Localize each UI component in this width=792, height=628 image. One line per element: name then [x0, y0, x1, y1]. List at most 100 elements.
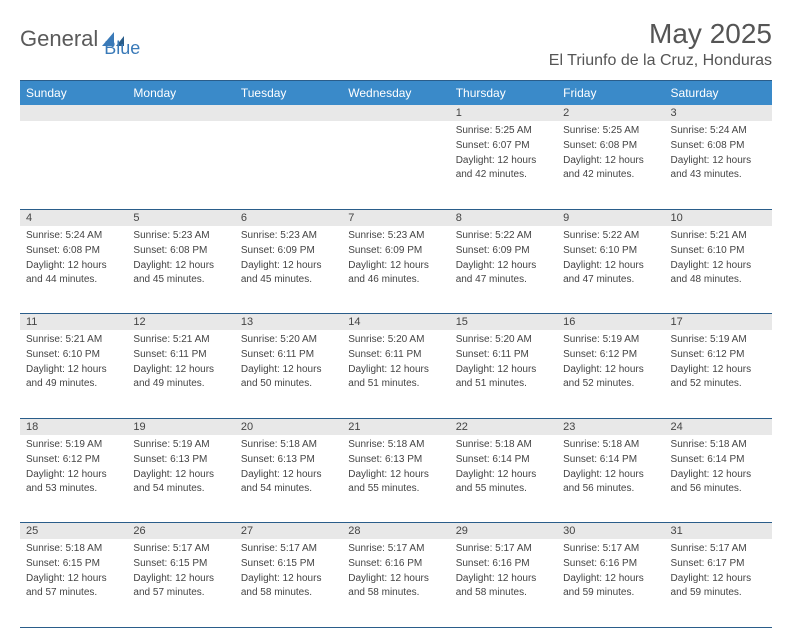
daylight-line: Daylight: 12 hours and 51 minutes.	[348, 363, 443, 391]
location: El Triunfo de la Cruz, Honduras	[549, 52, 772, 70]
sunrise-line: Sunrise: 5:25 AM	[563, 124, 658, 138]
daylight-line: Daylight: 12 hours and 52 minutes.	[563, 363, 658, 391]
daylight-line: Daylight: 12 hours and 50 minutes.	[241, 363, 336, 391]
daylight-line: Daylight: 12 hours and 58 minutes.	[348, 572, 443, 600]
sunrise-line: Sunrise: 5:17 AM	[348, 542, 443, 556]
sunset-line: Sunset: 6:14 PM	[456, 453, 551, 467]
day-cell: Sunrise: 5:19 AMSunset: 6:13 PMDaylight:…	[127, 435, 234, 523]
sunset-line: Sunset: 6:16 PM	[563, 557, 658, 571]
sunset-line: Sunset: 6:15 PM	[133, 557, 228, 571]
day-cell: Sunrise: 5:21 AMSunset: 6:10 PMDaylight:…	[665, 226, 772, 314]
day-number: 7	[342, 209, 449, 226]
daylight-line: Daylight: 12 hours and 47 minutes.	[563, 259, 658, 287]
sunset-line: Sunset: 6:17 PM	[671, 557, 766, 571]
day-cell: Sunrise: 5:21 AMSunset: 6:10 PMDaylight:…	[20, 330, 127, 418]
sunrise-line: Sunrise: 5:24 AM	[26, 229, 121, 243]
day-number: 23	[557, 418, 664, 435]
sunrise-line: Sunrise: 5:21 AM	[133, 333, 228, 347]
day-cell: Sunrise: 5:24 AMSunset: 6:08 PMDaylight:…	[20, 226, 127, 314]
daylight-line: Daylight: 12 hours and 47 minutes.	[456, 259, 551, 287]
sunrise-line: Sunrise: 5:23 AM	[133, 229, 228, 243]
day-number: 10	[665, 209, 772, 226]
daylight-line: Daylight: 12 hours and 49 minutes.	[26, 363, 121, 391]
day-cell: Sunrise: 5:17 AMSunset: 6:16 PMDaylight:…	[450, 539, 557, 627]
sunrise-line: Sunrise: 5:24 AM	[671, 124, 766, 138]
day-number: 1	[450, 105, 557, 121]
sunrise-line: Sunrise: 5:18 AM	[456, 438, 551, 452]
week-row: Sunrise: 5:25 AMSunset: 6:07 PMDaylight:…	[20, 121, 772, 209]
day-cell: Sunrise: 5:18 AMSunset: 6:14 PMDaylight:…	[557, 435, 664, 523]
day-number: 17	[665, 314, 772, 331]
daylight-line: Daylight: 12 hours and 55 minutes.	[348, 468, 443, 496]
day-cell: Sunrise: 5:17 AMSunset: 6:15 PMDaylight:…	[127, 539, 234, 627]
sunrise-line: Sunrise: 5:21 AM	[671, 229, 766, 243]
day-number: 28	[342, 523, 449, 540]
day-number: 6	[235, 209, 342, 226]
day-number: 27	[235, 523, 342, 540]
week-row: Sunrise: 5:18 AMSunset: 6:15 PMDaylight:…	[20, 539, 772, 627]
dayname-header: Thursday	[450, 81, 557, 106]
day-cell: Sunrise: 5:24 AMSunset: 6:08 PMDaylight:…	[665, 121, 772, 209]
day-cell: Sunrise: 5:19 AMSunset: 6:12 PMDaylight:…	[20, 435, 127, 523]
daylight-line: Daylight: 12 hours and 49 minutes.	[133, 363, 228, 391]
sunrise-line: Sunrise: 5:18 AM	[26, 542, 121, 556]
sunset-line: Sunset: 6:09 PM	[348, 244, 443, 258]
day-number	[20, 105, 127, 121]
logo-text-blue: Blue	[104, 38, 140, 59]
daylight-line: Daylight: 12 hours and 58 minutes.	[241, 572, 336, 600]
sunset-line: Sunset: 6:12 PM	[671, 348, 766, 362]
day-cell: Sunrise: 5:23 AMSunset: 6:08 PMDaylight:…	[127, 226, 234, 314]
daynum-row: 25262728293031	[20, 523, 772, 540]
daylight-line: Daylight: 12 hours and 55 minutes.	[456, 468, 551, 496]
sunset-line: Sunset: 6:13 PM	[133, 453, 228, 467]
daynum-row: 123	[20, 105, 772, 121]
sunset-line: Sunset: 6:14 PM	[671, 453, 766, 467]
daylight-line: Daylight: 12 hours and 56 minutes.	[671, 468, 766, 496]
daylight-line: Daylight: 12 hours and 56 minutes.	[563, 468, 658, 496]
sunrise-line: Sunrise: 5:22 AM	[563, 229, 658, 243]
sunset-line: Sunset: 6:08 PM	[133, 244, 228, 258]
sunrise-line: Sunrise: 5:17 AM	[456, 542, 551, 556]
sunset-line: Sunset: 6:15 PM	[241, 557, 336, 571]
sunset-line: Sunset: 6:11 PM	[241, 348, 336, 362]
daylight-line: Daylight: 12 hours and 57 minutes.	[26, 572, 121, 600]
day-cell: Sunrise: 5:22 AMSunset: 6:09 PMDaylight:…	[450, 226, 557, 314]
day-number: 19	[127, 418, 234, 435]
daynum-row: 18192021222324	[20, 418, 772, 435]
day-cell	[20, 121, 127, 209]
day-number: 22	[450, 418, 557, 435]
day-cell: Sunrise: 5:21 AMSunset: 6:11 PMDaylight:…	[127, 330, 234, 418]
daylight-line: Daylight: 12 hours and 59 minutes.	[563, 572, 658, 600]
dayname-header: Wednesday	[342, 81, 449, 106]
sunrise-line: Sunrise: 5:20 AM	[241, 333, 336, 347]
day-number	[127, 105, 234, 121]
day-cell: Sunrise: 5:17 AMSunset: 6:17 PMDaylight:…	[665, 539, 772, 627]
day-cell: Sunrise: 5:19 AMSunset: 6:12 PMDaylight:…	[665, 330, 772, 418]
day-cell: Sunrise: 5:17 AMSunset: 6:16 PMDaylight:…	[342, 539, 449, 627]
day-number: 26	[127, 523, 234, 540]
day-number: 30	[557, 523, 664, 540]
sunset-line: Sunset: 6:10 PM	[26, 348, 121, 362]
sunset-line: Sunset: 6:12 PM	[26, 453, 121, 467]
sunset-line: Sunset: 6:08 PM	[671, 139, 766, 153]
daylight-line: Daylight: 12 hours and 57 minutes.	[133, 572, 228, 600]
day-number: 5	[127, 209, 234, 226]
daynum-row: 11121314151617	[20, 314, 772, 331]
day-number	[342, 105, 449, 121]
day-number: 14	[342, 314, 449, 331]
day-cell: Sunrise: 5:18 AMSunset: 6:15 PMDaylight:…	[20, 539, 127, 627]
sunrise-line: Sunrise: 5:17 AM	[133, 542, 228, 556]
day-number: 21	[342, 418, 449, 435]
dayname-header: Friday	[557, 81, 664, 106]
day-number: 25	[20, 523, 127, 540]
day-number: 18	[20, 418, 127, 435]
daylight-line: Daylight: 12 hours and 51 minutes.	[456, 363, 551, 391]
sunset-line: Sunset: 6:11 PM	[348, 348, 443, 362]
sunset-line: Sunset: 6:16 PM	[456, 557, 551, 571]
day-cell: Sunrise: 5:23 AMSunset: 6:09 PMDaylight:…	[342, 226, 449, 314]
dayname-row: SundayMondayTuesdayWednesdayThursdayFrid…	[20, 81, 772, 106]
week-row: Sunrise: 5:19 AMSunset: 6:12 PMDaylight:…	[20, 435, 772, 523]
sunrise-line: Sunrise: 5:23 AM	[241, 229, 336, 243]
sunset-line: Sunset: 6:08 PM	[563, 139, 658, 153]
sunset-line: Sunset: 6:13 PM	[348, 453, 443, 467]
